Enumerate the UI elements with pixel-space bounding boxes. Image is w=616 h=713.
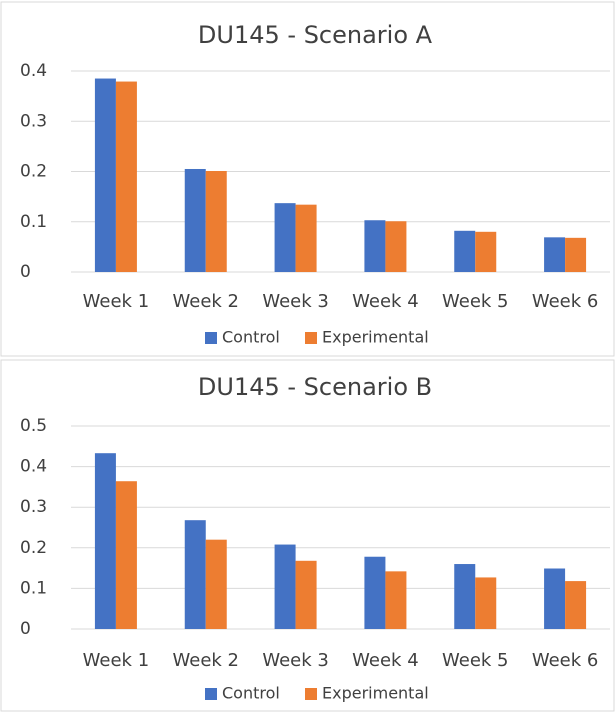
bar <box>94 78 116 272</box>
bar <box>205 539 227 629</box>
x-tick-label: Week 3 <box>262 291 329 312</box>
x-tick-label: Week 5 <box>442 650 509 671</box>
y-tick-label: 0.4 <box>20 61 47 81</box>
bar <box>115 81 137 273</box>
bar <box>364 220 386 272</box>
chart-panel <box>0 359 615 712</box>
y-tick-label: 0 <box>20 262 31 282</box>
x-tick-label: Week 4 <box>352 650 419 671</box>
legend-label: Experimental <box>322 684 429 703</box>
x-tick-label: Week 1 <box>83 650 150 671</box>
bar <box>385 221 407 272</box>
y-tick-label: 0.4 <box>20 457 47 477</box>
bar <box>115 481 137 629</box>
bar <box>295 560 317 629</box>
bar <box>475 577 497 629</box>
legend-swatch <box>205 688 217 700</box>
legend-label: Control <box>222 328 280 347</box>
legend-label: Control <box>222 684 280 703</box>
bar <box>565 237 587 272</box>
legend-swatch <box>305 332 317 344</box>
bar <box>274 544 296 629</box>
bar <box>385 571 407 629</box>
y-tick-label: 0.1 <box>20 212 47 232</box>
chart-title: DU145 - Scenario B <box>198 373 432 401</box>
y-tick-label: 0 <box>20 619 31 639</box>
chart-title: DU145 - Scenario A <box>198 21 433 49</box>
bar <box>544 237 566 272</box>
y-tick-label: 0.2 <box>20 162 47 182</box>
bar <box>274 203 296 272</box>
y-tick-label: 0.3 <box>20 111 47 131</box>
bar <box>184 168 206 272</box>
bar <box>454 230 476 272</box>
bar <box>364 556 386 629</box>
x-tick-label: Week 2 <box>173 291 240 312</box>
bar <box>94 453 116 629</box>
y-tick-label: 0.5 <box>20 416 47 436</box>
bar <box>475 231 497 272</box>
bar <box>184 520 206 629</box>
chart-panel <box>0 1 615 357</box>
bar <box>295 204 317 272</box>
legend-swatch <box>305 688 317 700</box>
x-tick-label: Week 6 <box>532 650 599 671</box>
y-tick-label: 0.1 <box>20 578 47 598</box>
x-tick-label: Week 5 <box>442 291 509 312</box>
y-tick-label: 0.3 <box>20 497 47 517</box>
bar <box>454 564 476 629</box>
bar <box>565 581 587 629</box>
x-tick-label: Week 3 <box>262 650 329 671</box>
bar <box>205 170 227 272</box>
y-tick-label: 0.2 <box>20 538 47 558</box>
legend-label: Experimental <box>322 328 429 347</box>
x-tick-label: Week 4 <box>352 291 419 312</box>
x-tick-label: Week 1 <box>83 291 150 312</box>
bar <box>544 568 566 629</box>
x-tick-label: Week 6 <box>532 291 599 312</box>
legend-swatch <box>205 332 217 344</box>
x-tick-label: Week 2 <box>173 650 240 671</box>
